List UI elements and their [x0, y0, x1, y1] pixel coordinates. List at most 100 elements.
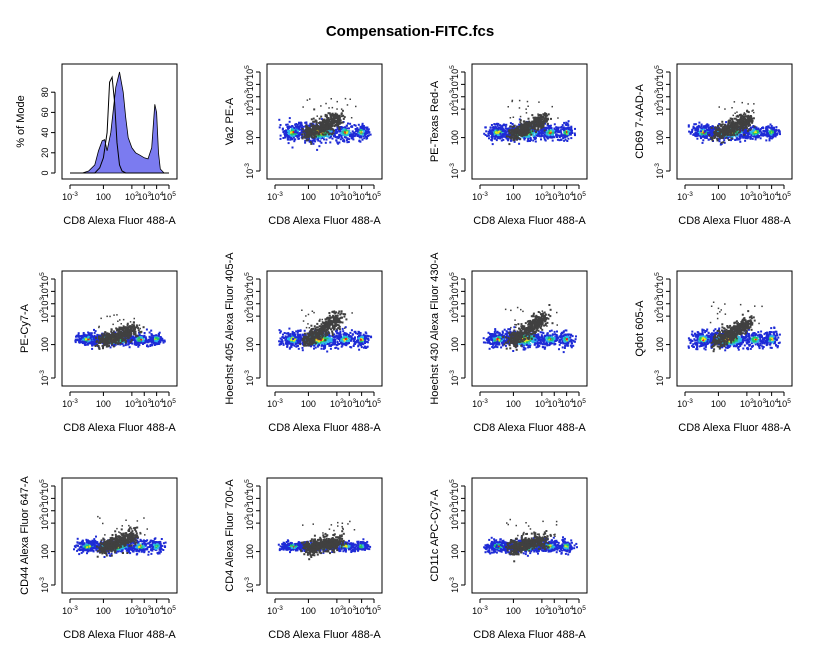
density-point — [738, 132, 741, 135]
overlay-point — [536, 125, 539, 128]
outlier-point — [511, 100, 513, 103]
overlay-point — [737, 115, 740, 118]
density-point — [485, 130, 488, 133]
density-point — [695, 127, 698, 130]
density-point — [287, 126, 290, 128]
density-point — [566, 122, 569, 125]
overlay-point — [735, 121, 738, 124]
density-point — [564, 134, 567, 137]
overlay-point — [104, 343, 107, 346]
overlay-point — [534, 125, 537, 128]
overlay-point — [726, 133, 728, 136]
overlay-point — [746, 117, 749, 120]
density-point — [88, 341, 91, 344]
density-point — [358, 135, 360, 138]
density-point — [279, 137, 282, 140]
density-point — [702, 134, 705, 137]
density-point — [304, 121, 307, 124]
overlay-point — [111, 343, 113, 346]
y-tick-label: 100 — [245, 130, 255, 145]
density-point — [556, 126, 559, 129]
overlay-point — [509, 125, 512, 128]
density-point — [89, 336, 92, 339]
overlay-point — [122, 331, 125, 334]
density-point — [694, 133, 697, 136]
outlier-point — [751, 110, 753, 112]
density-point — [284, 130, 287, 133]
density-point — [504, 136, 507, 139]
density-point — [484, 134, 487, 136]
overlay-point — [120, 332, 123, 334]
density-point — [564, 132, 567, 135]
overlay-point — [340, 121, 343, 124]
overlay-point — [511, 134, 513, 137]
overlay-point — [323, 129, 326, 132]
overlay-point — [320, 130, 322, 133]
density-point — [365, 126, 368, 129]
density-point — [342, 128, 345, 131]
density-point — [85, 341, 88, 344]
density-point — [356, 130, 359, 133]
overlay-point — [741, 129, 744, 132]
overlay-point — [122, 325, 125, 328]
y-tick-label: 100 — [655, 130, 665, 145]
overlay-point — [527, 129, 530, 132]
density-point — [555, 130, 558, 133]
overlay-point — [728, 119, 731, 122]
density-point — [705, 137, 708, 139]
overlay-point — [520, 129, 523, 132]
overlay-point — [301, 136, 304, 139]
overlay-point — [302, 130, 305, 133]
density-point — [134, 335, 137, 338]
density-point — [753, 135, 756, 138]
overlay-point — [521, 127, 524, 130]
density-point — [527, 135, 530, 138]
overlay-point — [137, 329, 140, 332]
overlay-point — [110, 328, 113, 331]
overlay-point — [108, 334, 111, 337]
overlay-point — [747, 128, 750, 131]
overlay-point — [744, 117, 747, 120]
overlay-point — [333, 116, 336, 119]
density-point — [133, 339, 136, 342]
x-axis-label: CD8 Alexa Fluor 488-A — [473, 215, 586, 227]
density-point — [739, 140, 742, 143]
overlay-point — [343, 116, 346, 119]
overlay-point — [527, 130, 529, 133]
overlay-point — [307, 138, 310, 141]
overlay-point — [536, 116, 539, 119]
overlay-point — [309, 134, 312, 137]
density-point — [304, 141, 307, 144]
outlier-point — [119, 319, 121, 321]
density-point — [505, 123, 508, 126]
density-point — [135, 341, 138, 344]
density-point — [142, 343, 144, 345]
overlay-point — [730, 137, 733, 140]
y-axis-label: PE-Texas Red-A — [429, 80, 441, 162]
density-point — [330, 135, 332, 138]
density-point — [504, 133, 507, 136]
density-point — [366, 135, 369, 137]
overlay-point — [530, 133, 533, 136]
overlay-point — [137, 327, 140, 330]
overlay-point — [720, 141, 723, 144]
outlier-point — [734, 112, 736, 114]
density-point — [557, 129, 560, 132]
overlay-point — [715, 134, 718, 137]
density-point — [357, 133, 360, 135]
overlay-point — [748, 117, 751, 120]
density-point — [507, 139, 510, 142]
density-point — [138, 344, 141, 347]
density-point — [567, 137, 570, 140]
density-point — [367, 130, 370, 133]
outlier-point — [518, 99, 521, 102]
density-point — [286, 123, 289, 126]
overlay-point — [711, 136, 714, 139]
density-point — [297, 128, 300, 131]
density-point — [752, 126, 754, 129]
overlay-point — [128, 333, 131, 336]
density-point — [293, 140, 296, 143]
density-point — [293, 138, 296, 141]
density-point — [290, 129, 293, 132]
